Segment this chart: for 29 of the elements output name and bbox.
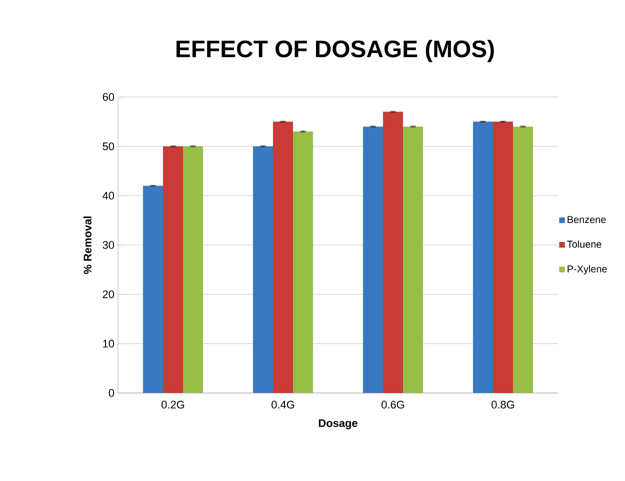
x-tick-label: 0.8G xyxy=(492,400,514,409)
bar xyxy=(293,132,314,393)
x-tick-label: 0.2G xyxy=(162,400,184,409)
bar xyxy=(473,122,494,393)
chart-title: EFFECT OF DOSAGE (MOS) xyxy=(176,40,494,62)
bar xyxy=(273,122,294,393)
legend-label: Toluene xyxy=(567,240,602,248)
bar xyxy=(403,126,424,393)
x-axis-title: Dosage xyxy=(318,419,358,430)
y-axis-title: % Removal xyxy=(83,216,92,274)
y-tick-label: 0 xyxy=(108,389,114,397)
legend-label: P-Xylene xyxy=(568,265,607,274)
y-tick-label: 40 xyxy=(102,192,114,200)
y-tick-label: 30 xyxy=(102,241,114,249)
bar xyxy=(163,146,184,393)
bar xyxy=(383,112,404,393)
bar xyxy=(253,146,274,393)
y-tick-label: 50 xyxy=(102,142,114,150)
y-tick-label: 20 xyxy=(102,290,114,298)
bar xyxy=(183,146,204,393)
bar xyxy=(513,126,533,393)
bar xyxy=(493,122,514,393)
y-tick-label: 60 xyxy=(102,93,114,101)
y-tick-label: 10 xyxy=(103,340,114,348)
x-tick-label: 0.6G xyxy=(382,400,404,409)
x-tick-label: 0.4G xyxy=(272,400,294,409)
legend-label: Benzene xyxy=(568,216,606,224)
bar xyxy=(363,126,384,393)
bar xyxy=(143,186,164,393)
